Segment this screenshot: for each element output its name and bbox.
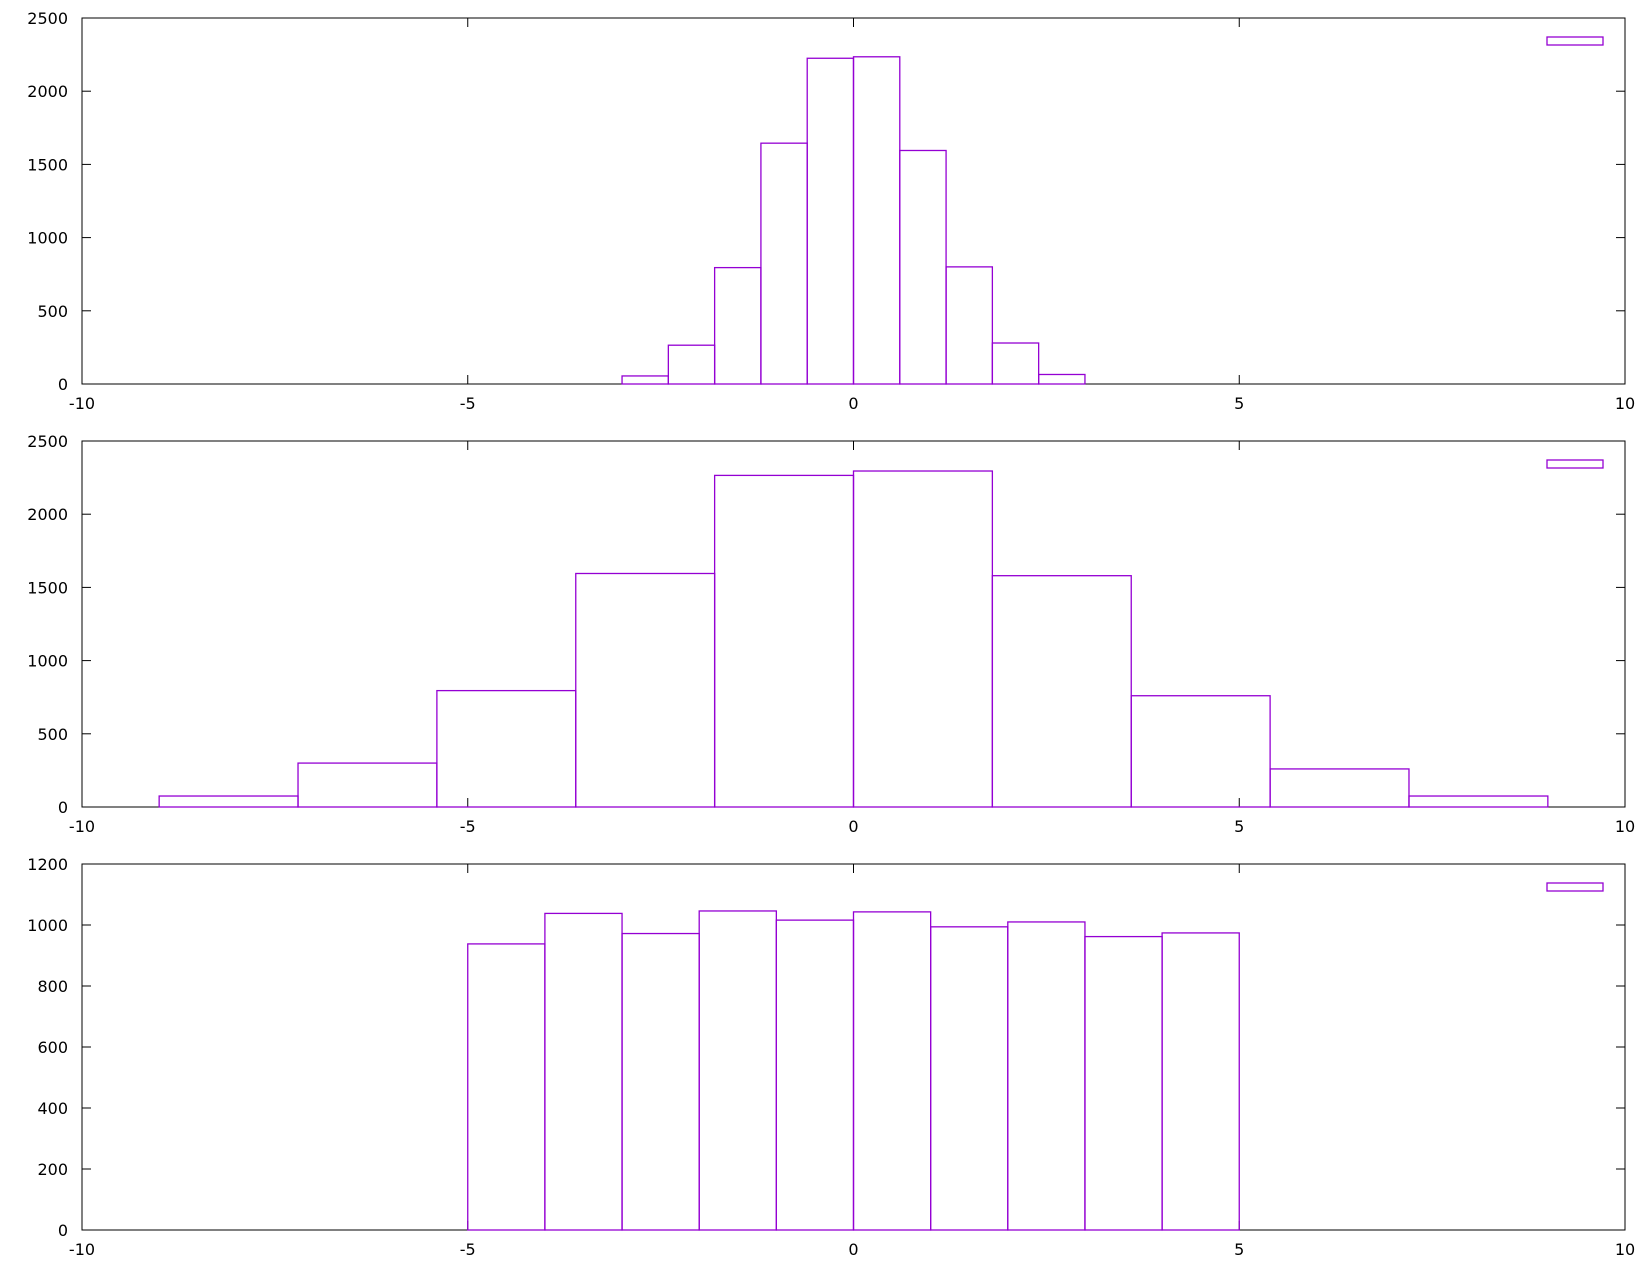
- histogram-bar: [1161, 932, 1240, 1231]
- x-tick-label: 5: [1234, 394, 1244, 413]
- histogram-bar: [760, 142, 808, 385]
- histogram-bars: [467, 910, 1240, 1231]
- histogram-bar: [1130, 695, 1271, 808]
- y-tick-label: 200: [37, 1160, 68, 1179]
- histogram-bar: [991, 342, 1040, 385]
- histogram-bar: [667, 344, 716, 385]
- x-tick-label: -5: [460, 394, 476, 413]
- x-tick-label: 10: [1615, 394, 1635, 413]
- histogram-bar: [852, 911, 932, 1231]
- histogram-bar: [713, 266, 762, 385]
- histogram-bar: [1408, 795, 1549, 808]
- histogram-bar: [544, 912, 623, 1231]
- histogram-bar: [945, 266, 994, 385]
- legend-key: [1546, 459, 1604, 469]
- chart-panel-1: -10 -5 0 5 10 0 500 1000 1500 2000 2500: [27, 9, 1635, 413]
- histogram-bar: [158, 795, 299, 808]
- histogram-bar: [621, 932, 700, 1231]
- y-tick-label: 500: [37, 302, 68, 321]
- y-tick-label: 1000: [27, 229, 68, 248]
- histogram-bar: [806, 57, 855, 385]
- x-tick-label: 5: [1234, 1240, 1244, 1259]
- histogram-bar: [436, 689, 577, 808]
- histogram-bar: [930, 926, 1009, 1231]
- histogram-bar: [899, 149, 947, 385]
- chart-panel-3: -10 -5 0 5 10 0 200 400 600 800 1000 1200: [27, 855, 1635, 1259]
- y-tick-label: 1000: [27, 916, 68, 935]
- y-tick-label: 600: [37, 1038, 68, 1057]
- histogram-bars: [621, 56, 1086, 385]
- x-tick-label: -5: [460, 1240, 476, 1259]
- legend-key: [1546, 36, 1604, 46]
- y-tick-label: 2500: [27, 9, 68, 28]
- x-tick-label: 10: [1615, 1240, 1635, 1259]
- histogram-bar: [1269, 768, 1410, 808]
- y-tick-label: 0: [58, 375, 68, 394]
- y-tick-label: 2500: [27, 432, 68, 451]
- histogram-bar: [1007, 921, 1086, 1231]
- histogram-bar: [713, 474, 855, 808]
- x-tick-label: -10: [69, 817, 95, 836]
- legend-key: [1546, 882, 1604, 892]
- histogram-bar: [1084, 935, 1163, 1231]
- histogram-bar: [621, 375, 669, 385]
- x-tick-label: 0: [848, 1240, 858, 1259]
- y-tick-label: 1500: [27, 578, 68, 597]
- y-tick-label: 0: [58, 1221, 68, 1240]
- histogram-bar: [698, 910, 778, 1231]
- x-tick-label: 5: [1234, 817, 1244, 836]
- histogram-bars: [158, 470, 1549, 808]
- histogram-bar: [775, 919, 855, 1231]
- x-tick-label: -10: [69, 394, 95, 413]
- histogram-bar: [852, 56, 901, 385]
- chart-panel-2: -10 -5 0 5 10 0 500 1000 1500 2000 2500: [27, 432, 1635, 836]
- y-tick-label: 1000: [27, 652, 68, 671]
- y-tick-label: 1200: [27, 855, 68, 874]
- y-tick-label: 2000: [27, 82, 68, 101]
- histogram-bar: [991, 575, 1132, 808]
- x-tick-label: 0: [848, 817, 858, 836]
- x-tick-label: -5: [460, 817, 476, 836]
- y-tick-label: 2000: [27, 505, 68, 524]
- histogram-bar: [575, 572, 716, 808]
- x-tick-label: 10: [1615, 817, 1635, 836]
- y-tick-label: 800: [37, 977, 68, 996]
- y-tick-label: 500: [37, 725, 68, 744]
- histogram-bar: [467, 943, 546, 1231]
- histogram-bar: [852, 470, 994, 808]
- x-tick-label: -10: [69, 1240, 95, 1259]
- histogram-bar: [297, 762, 438, 808]
- x-tick-label: 0: [848, 394, 858, 413]
- y-tick-label: 400: [37, 1099, 68, 1118]
- y-tick-label: 1500: [27, 155, 68, 174]
- y-tick-label: 0: [58, 798, 68, 817]
- histogram-bar: [1038, 373, 1086, 385]
